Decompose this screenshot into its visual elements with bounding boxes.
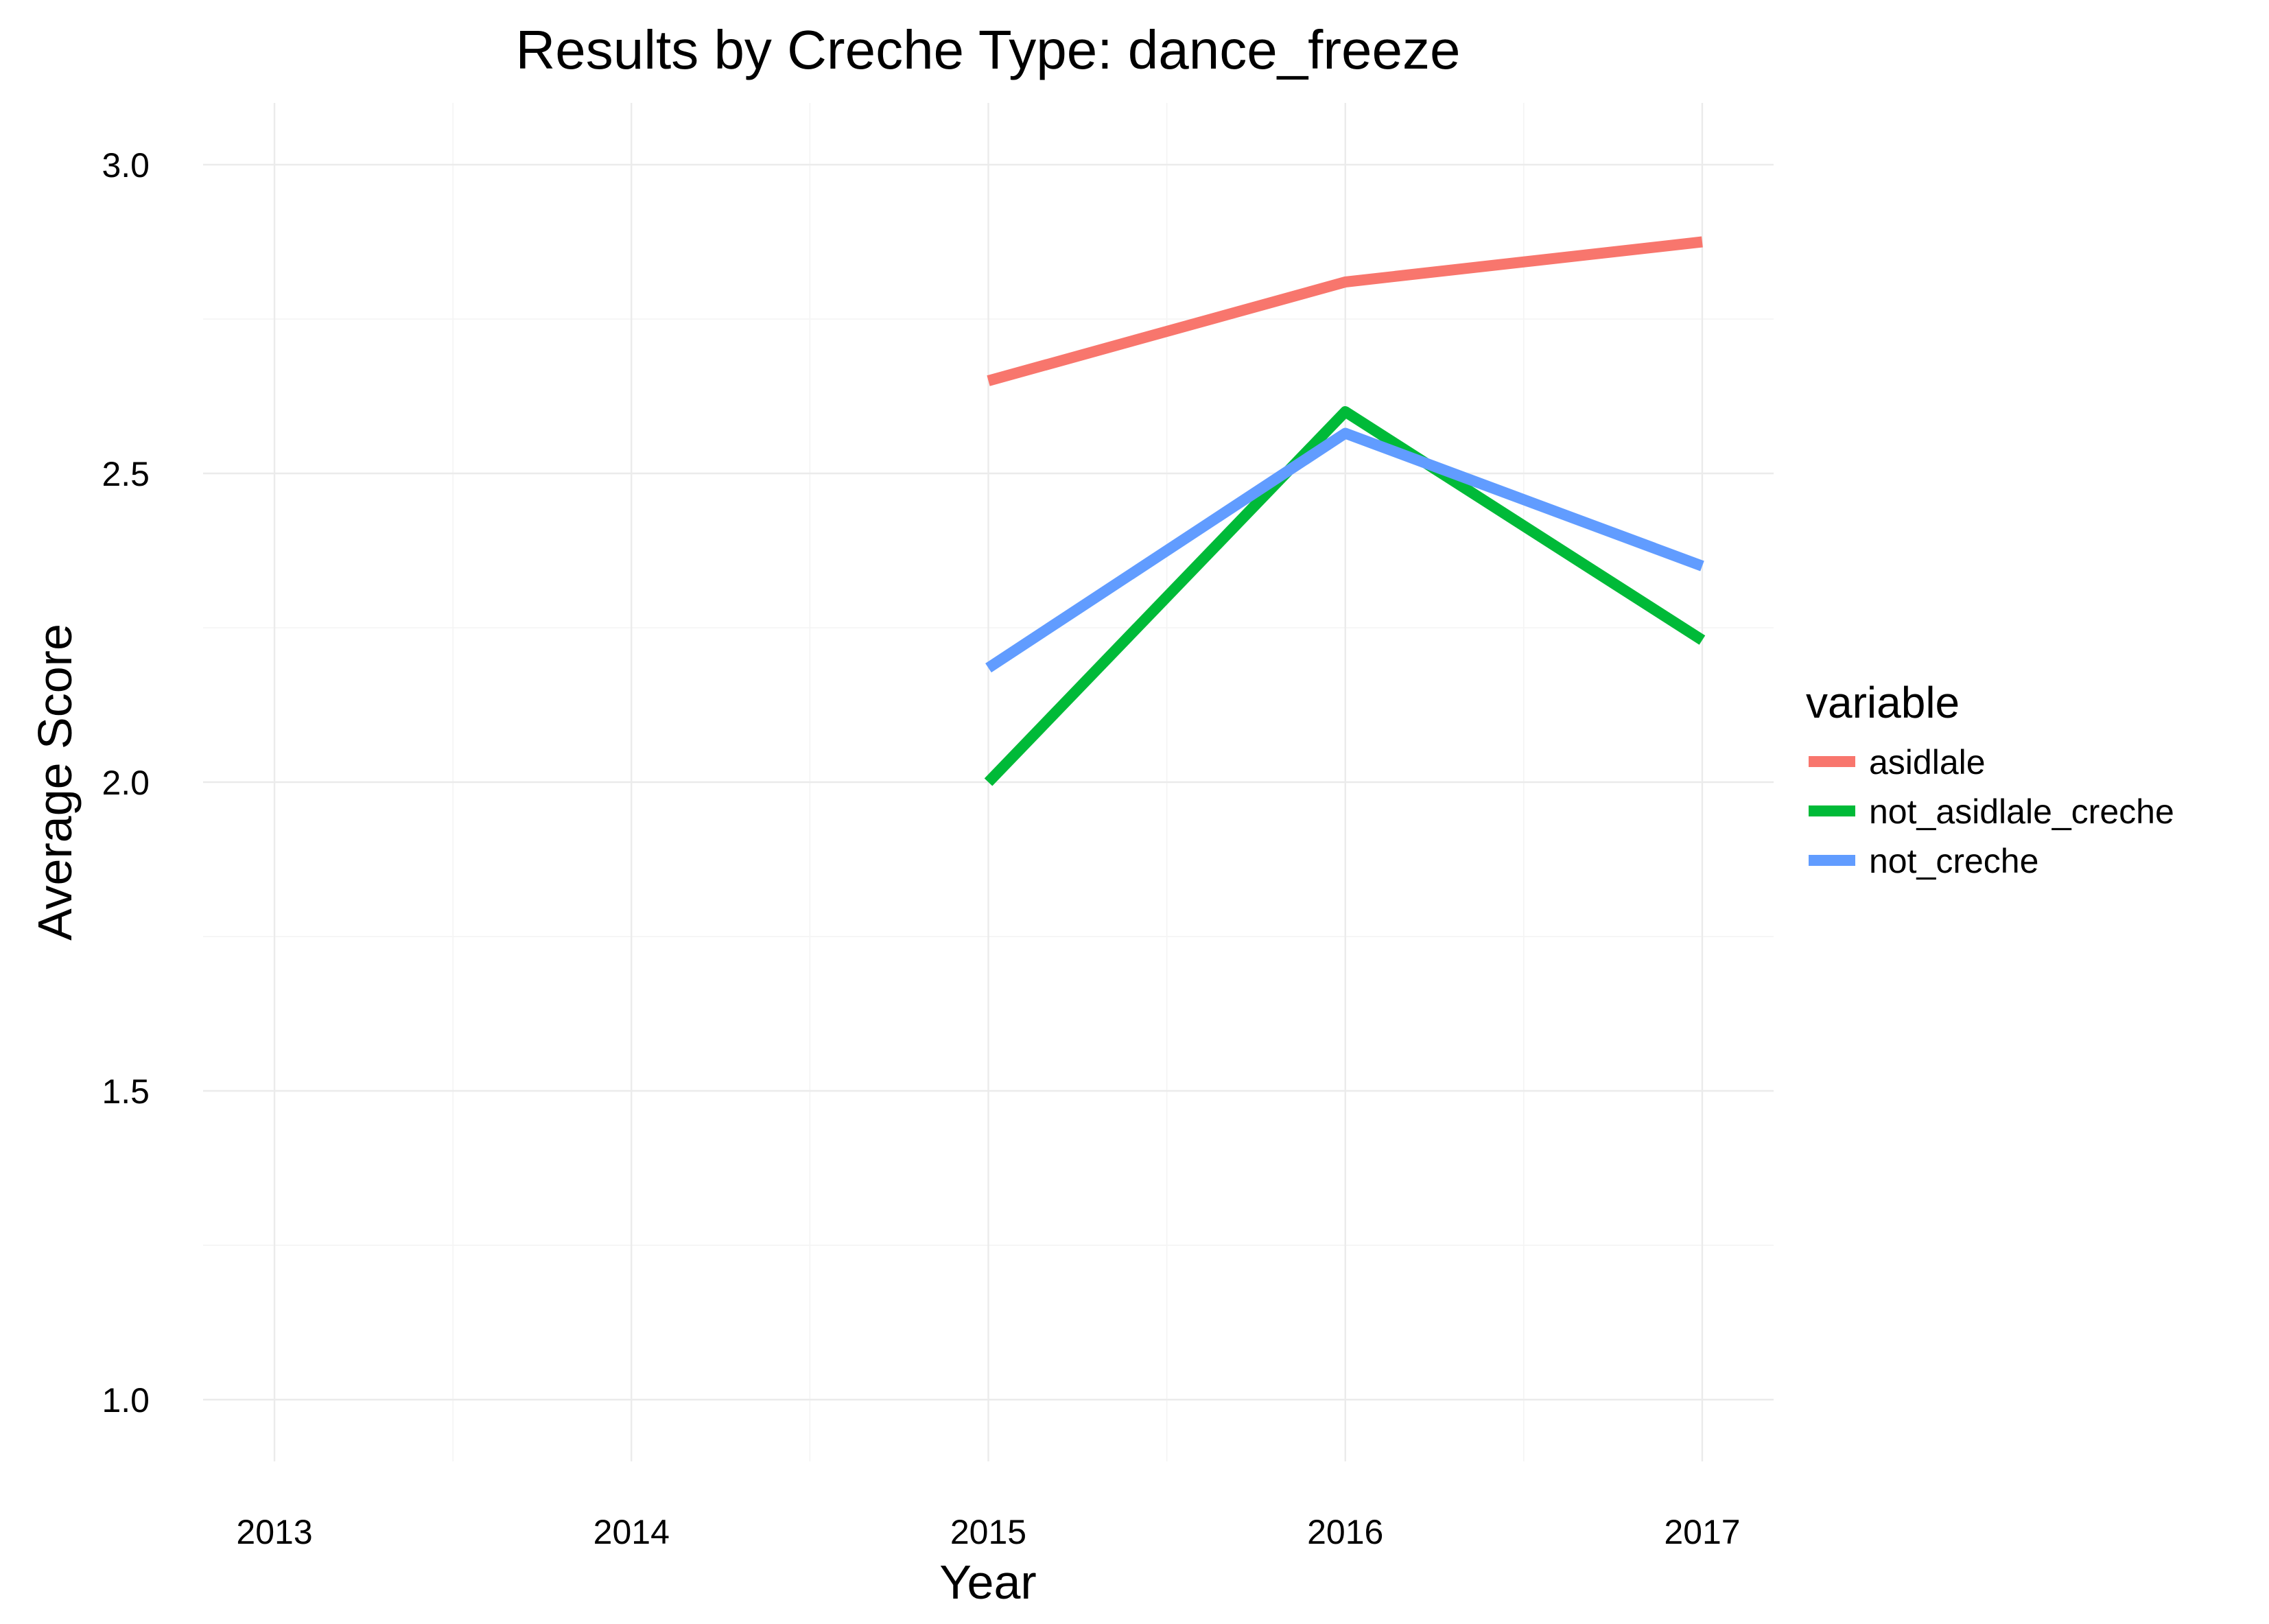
series-line-not-creche	[985, 427, 1704, 673]
y-tick-label: 1.5	[102, 1072, 150, 1111]
y-tick-label: 2.5	[102, 455, 150, 493]
x-tick-label: 2017	[1664, 1513, 1740, 1551]
y-axis-ticks: 1.0 1.5 2.0 2.5 3.0	[102, 146, 150, 1420]
legend-items: asidlale not_asidlale_creche not_creche	[1809, 743, 2174, 880]
series-line-not-asidlale-creche	[984, 406, 1706, 786]
x-tick-label: 2015	[950, 1513, 1026, 1551]
series-lines	[984, 236, 1706, 786]
legend-label-asidlale: asidlale	[1869, 743, 1986, 781]
y-tick-label: 1.0	[102, 1381, 150, 1420]
chart-title: Results by Creche Type: dance_freeze	[515, 19, 1460, 80]
grid	[203, 103, 1774, 1461]
x-tick-label: 2014	[593, 1513, 670, 1551]
legend-label-not-creche: not_creche	[1869, 842, 2038, 880]
y-axis-title: Average Score	[28, 624, 82, 941]
y-tick-label: 2.0	[102, 764, 150, 802]
series-line-asidlale	[987, 236, 1703, 386]
legend: variable asidlale not_asidlale_creche not_…	[1806, 678, 2174, 880]
x-tick-label: 2013	[236, 1513, 312, 1551]
y-tick-label: 3.0	[102, 146, 150, 185]
legend-title: variable	[1806, 678, 1960, 727]
x-axis-ticks: 2013 2014 2015 2016 2017	[236, 1513, 1740, 1551]
legend-label-not-asidlale-creche: not_asidlale_creche	[1869, 792, 2174, 831]
x-axis-title: Year	[939, 1555, 1036, 1609]
x-tick-label: 2016	[1307, 1513, 1383, 1551]
